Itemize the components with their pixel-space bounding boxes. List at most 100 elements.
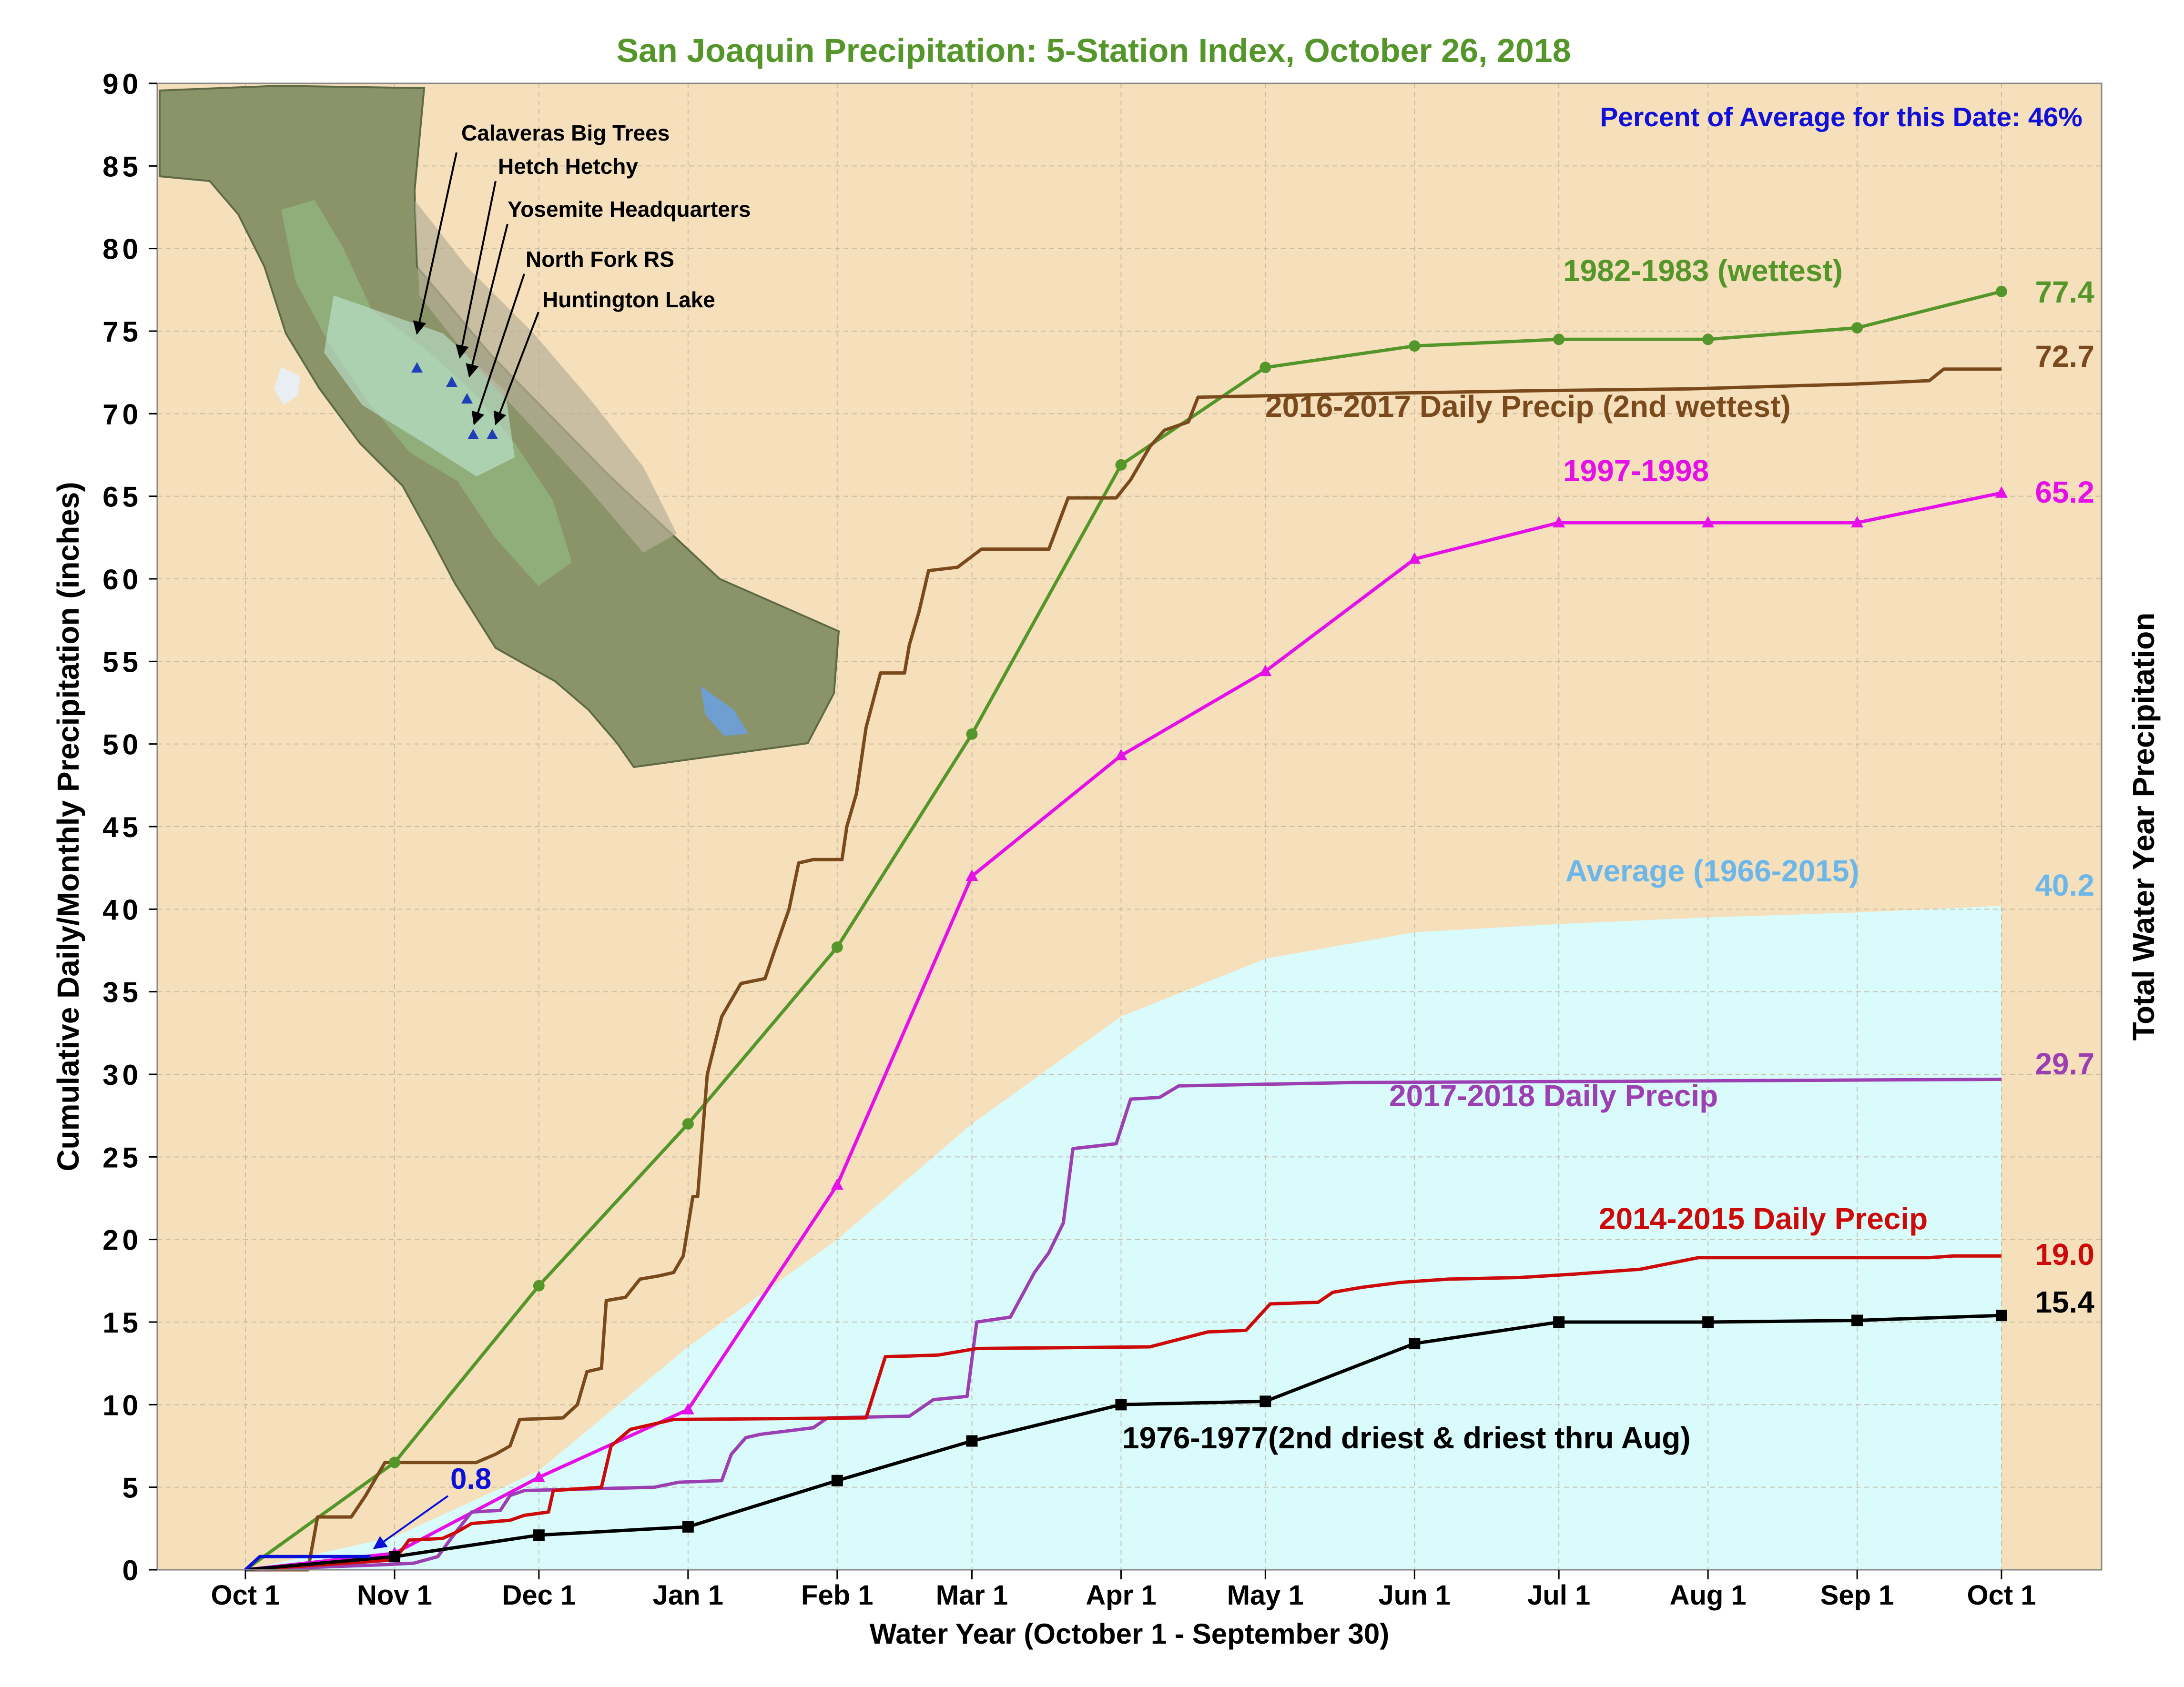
- series-point: [965, 869, 978, 881]
- label-1997-1998: 1997-1998: [1563, 454, 1709, 488]
- station-label-huntington: Huntington Lake: [542, 287, 715, 312]
- station-marker: [411, 362, 423, 373]
- x-axis-label: Water Year (October 1 - September 30): [870, 1618, 1389, 1650]
- series-point: [681, 1403, 694, 1414]
- series-point: [1409, 340, 1421, 352]
- series-point: [388, 1551, 400, 1563]
- y-tick-label: 70: [102, 398, 142, 430]
- x-tick-label: Jul 1: [1527, 1580, 1590, 1611]
- y-axis-label: Cumulative Daily/Monthly Precipitation (…: [51, 482, 85, 1171]
- series-point: [682, 1521, 694, 1533]
- y-tick-label: 55: [102, 646, 142, 678]
- series-point: [1260, 1395, 1271, 1407]
- average-area: [245, 906, 2001, 1570]
- station-markers: [411, 362, 498, 439]
- series-point: [1115, 1399, 1127, 1411]
- station-label-yosemite: Yosemite Headquarters: [508, 197, 751, 222]
- series-point: [1702, 1316, 1714, 1328]
- total-2017-2018: 29.7: [2035, 1047, 2094, 1081]
- station-label-north-fork: North Fork RS: [526, 247, 674, 272]
- series-line-1: [245, 367, 2001, 1572]
- series-line-6: [244, 1555, 371, 1571]
- series-point: [1553, 1316, 1565, 1328]
- series-point: [1115, 459, 1127, 471]
- series-point: [1851, 322, 1863, 334]
- station-arrow: [493, 312, 539, 425]
- x-tick-label: Sep 1: [1820, 1580, 1894, 1611]
- series-point: [966, 1435, 978, 1447]
- y-tick-label: 75: [102, 316, 142, 348]
- chart-title: San Joaquin Precipitation: 5-Station Ind…: [616, 32, 1571, 69]
- x-tick-label: Nov 1: [357, 1580, 432, 1611]
- total-average: 40.2: [2035, 868, 2094, 902]
- station-marker: [461, 393, 473, 404]
- label-1976-1977: 1976-1977(2nd driest & driest thru Aug): [1122, 1421, 1691, 1455]
- y-tick-label: 80: [102, 233, 142, 265]
- series-point: [831, 1178, 843, 1190]
- x-tick-label: Aug 1: [1670, 1580, 1747, 1611]
- y-tick-label: 60: [102, 564, 142, 596]
- series-point: [1115, 748, 1128, 760]
- series-point: [1553, 516, 1565, 528]
- label-2016-2017: 2016-2017 Daily Precip (2nd wettest): [1265, 389, 1791, 424]
- y-tick-label: 45: [102, 811, 142, 843]
- series-point: [388, 1456, 400, 1468]
- y-tick-label: 0: [122, 1555, 142, 1586]
- station-label-calaveras: Calaveras Big Trees: [461, 121, 670, 145]
- y-tick-label: 85: [102, 151, 142, 182]
- y-tick-label: 10: [102, 1389, 142, 1421]
- series-point: [831, 941, 843, 953]
- x-tick-label: Feb 1: [801, 1580, 874, 1611]
- series-point: [1259, 665, 1272, 677]
- series-point: [1996, 285, 2007, 297]
- series-point: [1851, 516, 1864, 528]
- series-point: [1851, 1314, 1863, 1326]
- total-2016-2017: 72.7: [2035, 339, 2094, 374]
- y-tick-label: 20: [102, 1224, 142, 1256]
- california-map-inset: [159, 84, 840, 768]
- san-joaquin-basin-highlight: [324, 295, 515, 476]
- label-2017-2018: 2017-2018 Daily Precip: [1389, 1079, 1718, 1113]
- y-tick-label: 30: [102, 1059, 142, 1091]
- y-tick-label: 50: [102, 729, 142, 761]
- x-tick-label: May 1: [1227, 1580, 1304, 1611]
- x-tick-label: Jan 1: [653, 1580, 723, 1611]
- x-tick-label: Oct 1: [1967, 1580, 2036, 1611]
- bay-feature: [274, 367, 300, 405]
- station-arrow: [471, 273, 525, 425]
- series-point: [1409, 1338, 1421, 1350]
- total-2014-2015: 19.0: [2035, 1237, 2094, 1272]
- series-point: [533, 1280, 545, 1292]
- label-2014-2015: 2014-2015 Daily Precip: [1599, 1202, 1928, 1236]
- station-arrow: [466, 223, 508, 378]
- series-point: [533, 1529, 545, 1541]
- series-line-4: [245, 1254, 2001, 1572]
- series-point: [1995, 486, 2008, 498]
- label-average: Average (1966-2015): [1565, 854, 1859, 888]
- station-label-hetch-hetchy: Hetch Hetchy: [498, 154, 638, 179]
- current-year-value: 0.8: [450, 1463, 491, 1495]
- station-marker: [446, 376, 457, 387]
- total-1997-1998: 65.2: [2035, 475, 2094, 509]
- x-tick-label: Apr 1: [1086, 1580, 1156, 1611]
- x-tick-label: Dec 1: [502, 1580, 576, 1611]
- sierra-mountains-region: [415, 200, 677, 553]
- label-1982-1983: 1982-1983 (wettest): [1563, 253, 1843, 288]
- series-point: [1260, 362, 1271, 374]
- series-point: [966, 728, 978, 740]
- total-1976-1977: 15.4: [2035, 1285, 2094, 1319]
- station-marker: [467, 429, 479, 439]
- series-point: [1702, 516, 1715, 528]
- station-marker: [487, 429, 498, 439]
- percent-of-average-note: Percent of Average for this Date: 46%: [1600, 102, 2082, 132]
- series-point: [532, 1470, 545, 1482]
- series-point: [1702, 333, 1714, 345]
- x-tick-label: Oct 1: [211, 1580, 280, 1611]
- lake-feature: [701, 686, 748, 736]
- series-line-3: [245, 1077, 2002, 1572]
- x-tick-label: Mar 1: [936, 1580, 1008, 1611]
- current-year-arrow: [373, 1495, 449, 1549]
- y-tick-label: 35: [102, 977, 142, 1009]
- series-point: [1553, 333, 1565, 345]
